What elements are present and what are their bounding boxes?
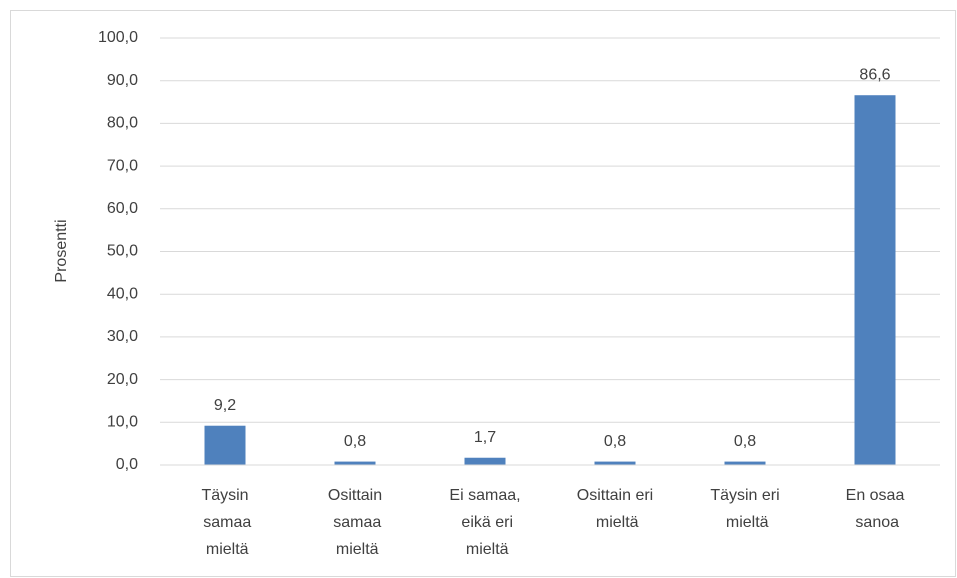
bar [724, 461, 766, 465]
x-tick-label: Täysin eri mieltä [710, 487, 779, 531]
x-tick-label: Ei samaa, eikä eri mieltä [449, 487, 520, 558]
y-tick-label: 40,0 [107, 285, 138, 302]
x-tick-label: Täysin samaa mieltä [199, 487, 252, 558]
bar [204, 425, 246, 465]
data-label: 0,8 [344, 433, 366, 450]
y-tick-label: 30,0 [107, 328, 138, 345]
data-label: 86,6 [859, 66, 890, 83]
y-tick-label: 20,0 [107, 371, 138, 388]
x-tick-label: Osittain samaa mieltä [328, 487, 382, 558]
chart-border [10, 10, 956, 577]
data-label: 0,8 [604, 433, 626, 450]
y-tick-label: 90,0 [107, 72, 138, 89]
bar [334, 461, 376, 465]
y-tick-label: 80,0 [107, 115, 138, 132]
data-label: 0,8 [734, 433, 756, 450]
data-label: 1,7 [474, 429, 496, 446]
y-tick-label: 0,0 [116, 456, 138, 473]
y-tick-label: 100,0 [98, 29, 138, 46]
bar [464, 457, 506, 465]
y-tick-label: 10,0 [107, 414, 138, 431]
x-tick-label: Osittain eri mieltä [577, 487, 653, 531]
y-tick-label: 70,0 [107, 157, 138, 174]
y-tick-label: 50,0 [107, 243, 138, 260]
bar [594, 461, 636, 465]
x-tick-label: En osaa sanoa [846, 487, 905, 531]
y-axis-label: Prosentti [53, 219, 70, 282]
y-tick-label: 60,0 [107, 200, 138, 217]
data-label: 9,2 [214, 397, 236, 414]
bar [854, 95, 896, 465]
